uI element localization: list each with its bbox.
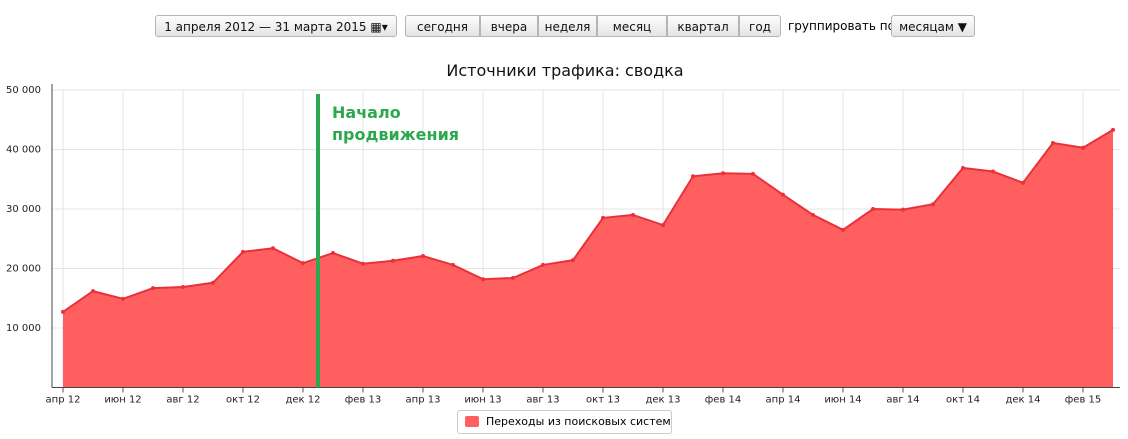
line [62, 129, 1114, 313]
group-value: месяцам [899, 20, 954, 34]
period-button[interactable]: сегодня [405, 15, 480, 37]
date-picker[interactable]: 1 апреля 2012 — 31 марта 2015 ▦▾ [155, 15, 397, 37]
y-tick-label: 50 000 [6, 85, 41, 96]
x-tick-label: апр 12 [46, 395, 81, 406]
point [781, 192, 785, 197]
point [871, 207, 875, 211]
point [241, 249, 245, 254]
legend-swatch [465, 416, 479, 427]
point [361, 261, 365, 266]
period-button[interactable]: год [739, 15, 781, 37]
y-tick-label: 30 000 [6, 204, 41, 215]
chart-title: Источники трафика: сводка [446, 61, 683, 80]
calendar-icon: ▦▾ [370, 20, 388, 34]
annotation-text: продвижения [332, 125, 459, 144]
period-button[interactable]: квартал [667, 15, 739, 37]
x-tick-label: окт 13 [586, 395, 620, 406]
point [1021, 180, 1025, 185]
point [721, 171, 725, 176]
point [931, 202, 935, 207]
x-tick-label: окт 14 [946, 395, 980, 406]
point [301, 261, 305, 266]
point [91, 289, 95, 294]
point [481, 277, 485, 282]
y-tick-label: 10 000 [6, 323, 41, 334]
point [61, 309, 65, 314]
group-label: группировать по [788, 19, 895, 33]
point [691, 174, 695, 179]
point [961, 165, 965, 170]
legend: Переходы из поисковых систем [457, 410, 672, 434]
x-tick-label: дек 12 [285, 395, 320, 406]
point [811, 212, 815, 217]
annotation-text: Начало [332, 103, 401, 122]
x-tick-label: авг 12 [166, 395, 199, 406]
y-tick-label: 20 000 [6, 264, 41, 275]
point [451, 262, 455, 267]
point [151, 286, 155, 291]
x-tick-label: фев 14 [705, 395, 742, 406]
date-range: 1 апреля 2012 — 31 марта 2015 [164, 20, 367, 34]
x-tick-label: фев 13 [345, 395, 382, 406]
point [1111, 127, 1115, 132]
point [751, 171, 755, 176]
x-tick-label: июн 13 [464, 395, 501, 406]
x-tick-label: фев 15 [1065, 395, 1102, 406]
x-tick-label: июн 12 [104, 395, 141, 406]
point [541, 262, 545, 267]
legend-label: Переходы из поисковых систем [486, 415, 671, 428]
period-button[interactable]: неделя [538, 15, 597, 37]
group-select[interactable]: месяцам ▼ [891, 15, 975, 37]
point [511, 276, 515, 281]
period-button[interactable]: вчера [480, 15, 538, 37]
point [991, 169, 995, 174]
point [391, 258, 395, 263]
point [901, 207, 905, 212]
point [271, 246, 275, 251]
y-tick-label: 40 000 [6, 145, 41, 156]
point [421, 254, 425, 259]
x-tick-label: апр 13 [406, 395, 441, 406]
point [181, 284, 185, 289]
point [331, 251, 335, 256]
point [1051, 140, 1055, 145]
x-tick-label: авг 13 [526, 395, 559, 406]
x-tick-label: июн 14 [824, 395, 861, 406]
x-tick-label: авг 14 [886, 395, 919, 406]
point [661, 223, 665, 228]
x-tick-label: окт 12 [226, 395, 260, 406]
x-tick-label: апр 14 [766, 395, 801, 406]
x-tick-label: дек 14 [1005, 395, 1040, 406]
x-tick-label: дек 13 [645, 395, 680, 406]
point [841, 227, 845, 232]
period-button[interactable]: месяц [597, 15, 667, 37]
point [571, 258, 575, 263]
point [211, 280, 215, 285]
area [63, 129, 1113, 388]
point [631, 212, 635, 217]
point [121, 296, 125, 301]
point [1081, 145, 1085, 150]
point [601, 215, 605, 220]
